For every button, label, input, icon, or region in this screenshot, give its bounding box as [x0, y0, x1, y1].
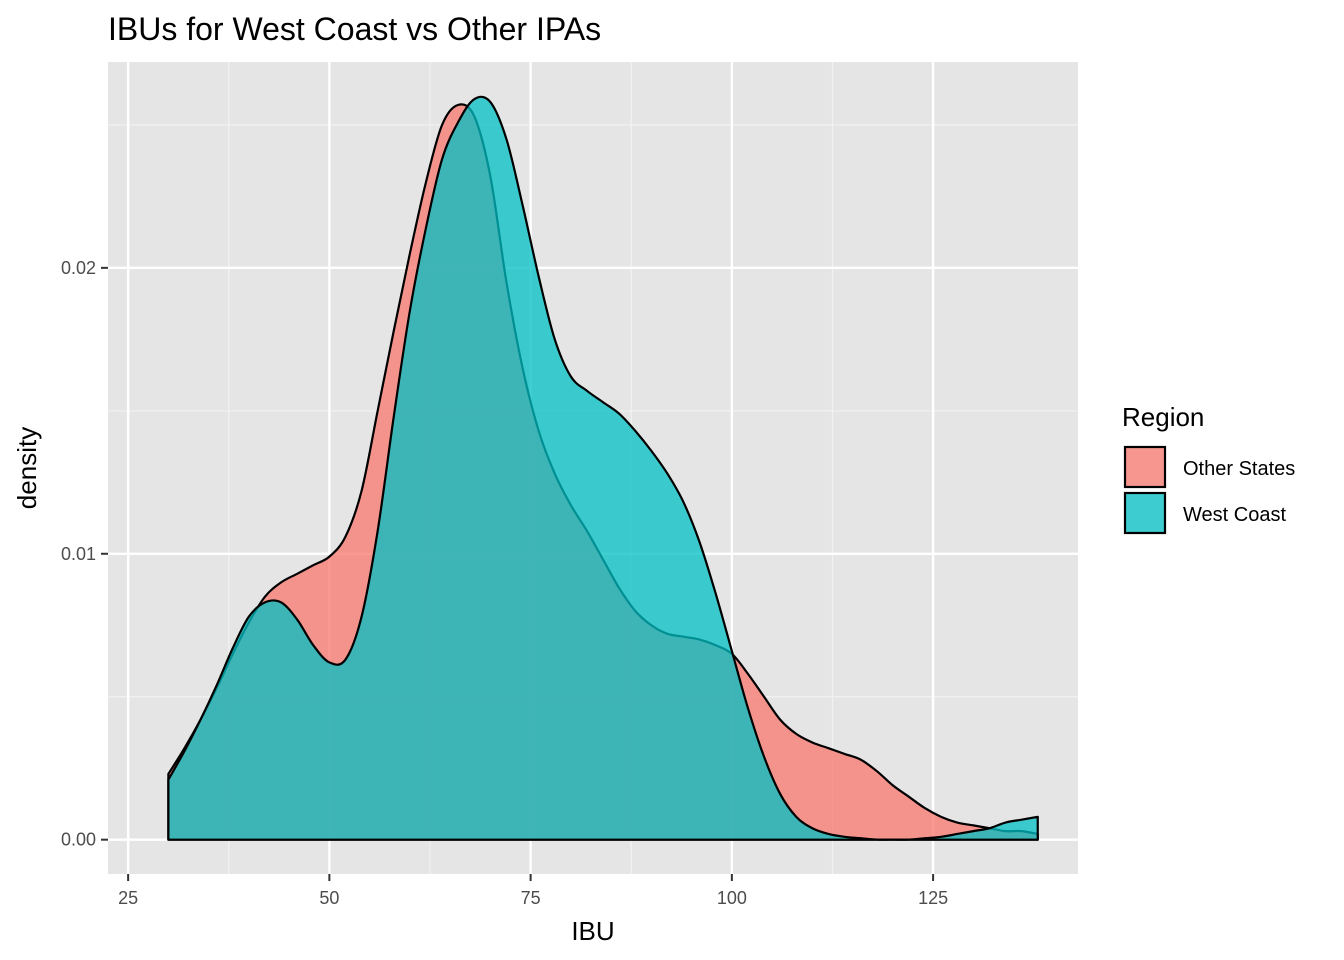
- legend-label-west-coast: West Coast: [1183, 504, 1286, 526]
- x-tick-label: 50: [319, 888, 339, 908]
- axes: 25 50 75 100 125 0.00 0.01 0.02: [61, 258, 948, 908]
- legend: Region Other States West Coast: [1122, 402, 1295, 535]
- legend-title: Region: [1122, 402, 1204, 432]
- y-tick-label: 0.01: [61, 544, 96, 564]
- x-tick-label: 100: [717, 888, 747, 908]
- x-tick-label: 125: [918, 888, 948, 908]
- legend-label-other-states: Other States: [1183, 458, 1295, 480]
- y-tick-label: 0.00: [61, 830, 96, 850]
- y-axis-title: density: [12, 427, 42, 509]
- x-tick-label: 25: [118, 888, 138, 908]
- density-area-west-coast: [167, 95, 1039, 841]
- density-areas: [167, 95, 1039, 841]
- legend-swatch-other-states: [1123, 445, 1167, 489]
- chart-title: IBUs for West Coast vs Other IPAs: [108, 11, 601, 47]
- legend-swatch-west-coast: [1123, 491, 1167, 535]
- y-tick-label: 0.02: [61, 258, 96, 278]
- x-tick-label: 75: [521, 888, 541, 908]
- x-axis-title: IBU: [571, 916, 614, 946]
